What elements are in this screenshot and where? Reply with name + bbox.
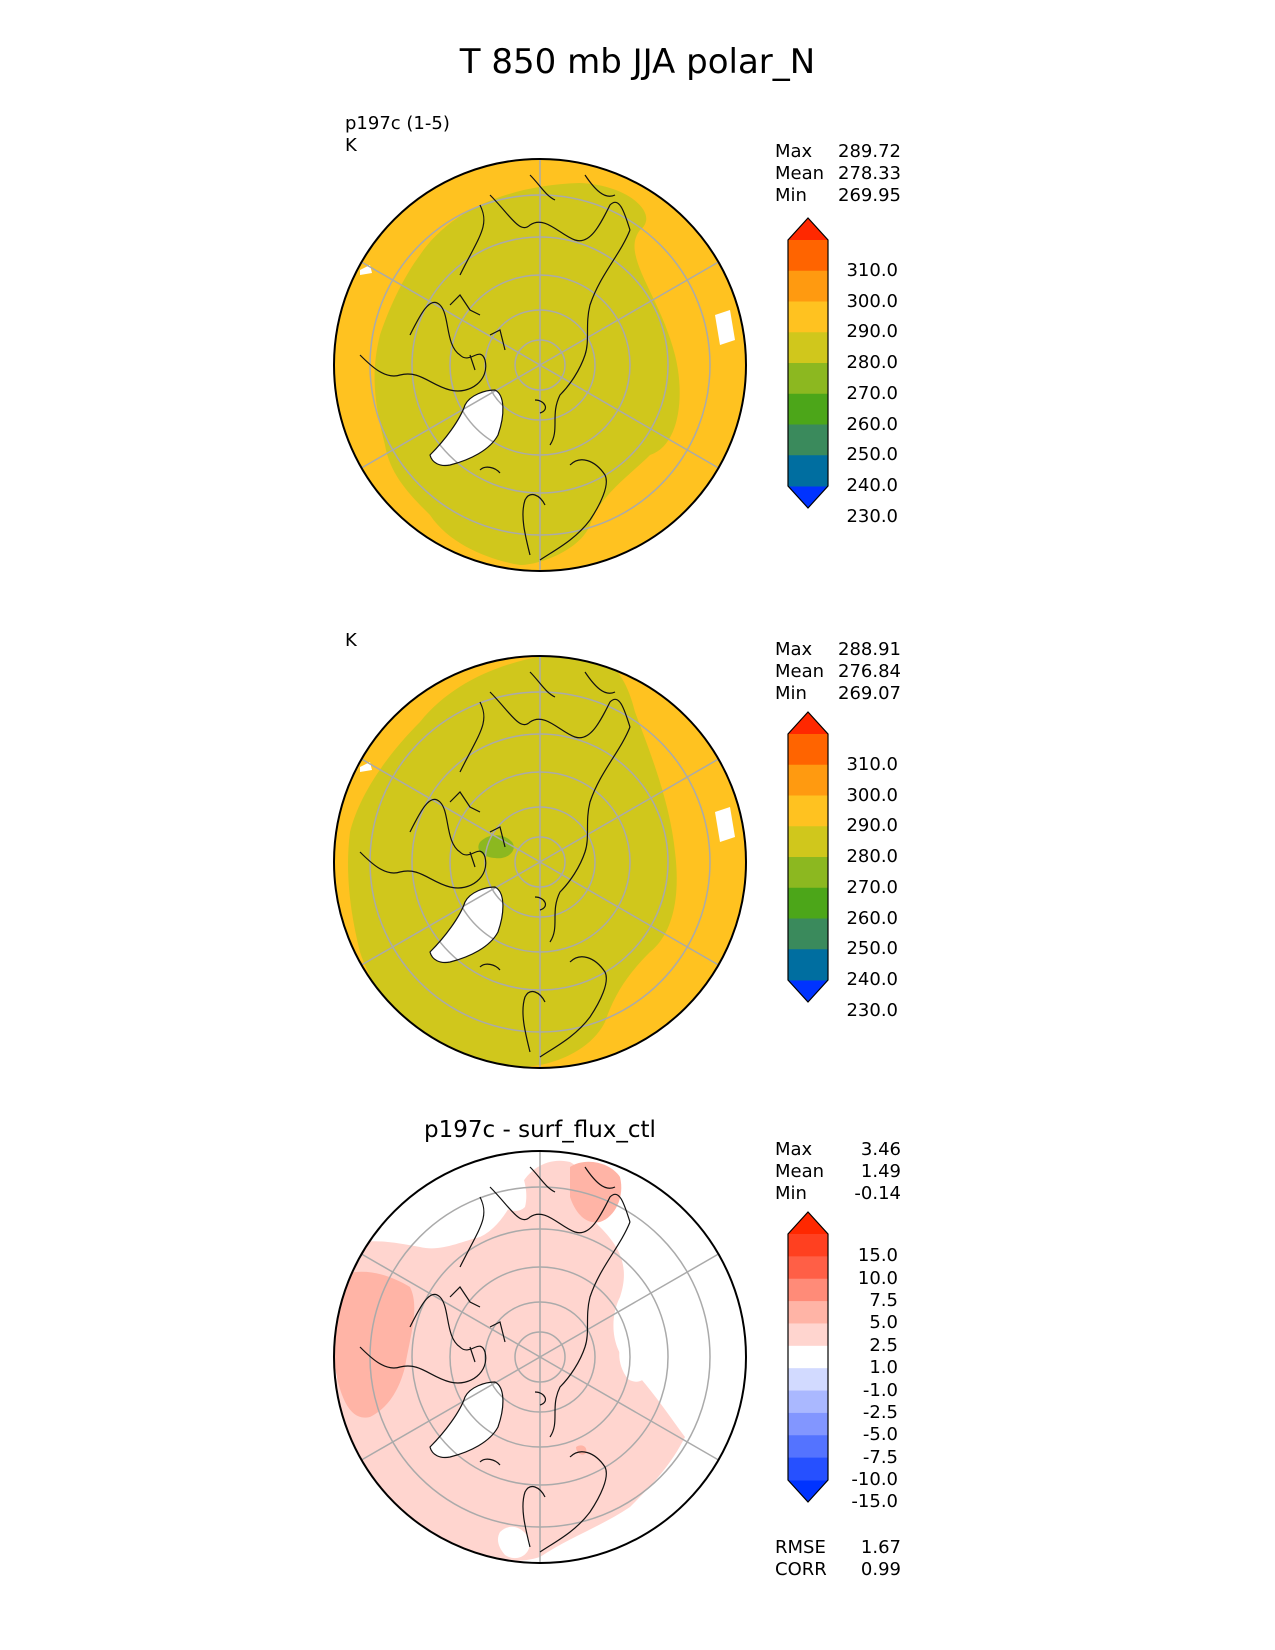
colorbar-tick-label: 280.0 [846, 846, 898, 867]
panel-2-units: K [345, 630, 357, 651]
colorbar-segment [788, 826, 828, 858]
colorbar-tick-label: 290.0 [846, 815, 898, 837]
panel-2-coastlines [359, 671, 631, 1058]
panel-3-stat-corr: CORR 0.99 [775, 1559, 901, 1580]
colorbar-segment [788, 1323, 828, 1347]
colorbar-extend-max [788, 218, 828, 240]
colorbar-segment [788, 949, 828, 981]
panel-3-field-2_5-5-west [335, 1271, 415, 1418]
panel-2-field-270-280 [348, 656, 677, 1067]
colorbar-segment [788, 918, 828, 950]
colorbar-segment [788, 393, 828, 425]
colorbar-tick-label: 1.0 [869, 1357, 898, 1379]
colorbar-segment [788, 332, 828, 364]
colorbar-segment [788, 795, 828, 827]
colorbar-tick-label: -5.0 [862, 1424, 898, 1446]
panel-2-polar-map [333, 655, 747, 1069]
colorbar-tick-label: 250.0 [846, 444, 898, 466]
colorbar-segment [788, 1457, 828, 1481]
colorbar-segment [788, 1234, 828, 1257]
panel-1-greenland-missing [430, 390, 503, 466]
colorbar-tick-label: 7.5 [869, 1290, 898, 1312]
colorbar-tick-label: 240.0 [846, 969, 898, 990]
colorbar-tick-label: 5.0 [869, 1312, 898, 1334]
panel-1-stat-max: Max 289.72 [775, 141, 901, 162]
colorbar-segment [788, 1256, 828, 1280]
colorbar-segment [788, 1412, 828, 1436]
panel-3-stat-mean: Mean 1.49 [775, 1161, 901, 1182]
colorbar-1 [787, 217, 829, 509]
colorbar-tick-label: 300.0 [846, 290, 898, 312]
panel-3-field-1-2_5 [335, 1160, 685, 1561]
colorbar-segment [788, 424, 828, 456]
colorbar-segment [788, 1390, 828, 1414]
panel-2-stat-max: Max 288.91 [775, 639, 901, 660]
colorbar-tick-label: -1.0 [862, 1379, 898, 1401]
colorbar-tick-label: 300.0 [846, 784, 898, 806]
panel-1-coastlines [359, 174, 631, 561]
panel-3-polar-map [333, 1150, 747, 1564]
colorbar-segment [788, 1278, 828, 1302]
panel-1-stat-min: Min 269.95 [775, 185, 901, 206]
figure-title: T 850 mb JJA polar_N [459, 42, 816, 82]
panel-3-bottom-stats: RMSE 1.67 CORR 0.99 [775, 1537, 901, 1581]
panel-3-field-2_5-5-east [570, 1161, 622, 1223]
colorbar-segment [788, 1435, 828, 1459]
colorbar-extend-min [788, 980, 828, 1002]
panel-1-case-label: p197c (1-5) [345, 113, 450, 134]
panel-3-stats: Max 3.46 Mean 1.49 Min -0.14 [775, 1139, 901, 1205]
colorbar-3 [787, 1211, 829, 1503]
colorbar-tick-label: 250.0 [846, 938, 898, 960]
colorbar-2 [787, 711, 829, 1003]
colorbar-tick-label: 270.0 [846, 876, 898, 898]
colorbar-tick-label: 260.0 [846, 907, 898, 929]
colorbar-tick-label: 290.0 [846, 321, 898, 343]
colorbar-tick-label: 15.0 [857, 1245, 898, 1267]
colorbar-tick-label: -10.0 [851, 1469, 898, 1490]
panel-2-greenland-missing [430, 887, 503, 963]
colorbar-tick-label: 2.5 [869, 1334, 898, 1356]
colorbar-extend-max [788, 1212, 828, 1234]
panel-2-stat-mean: Mean 276.84 [775, 661, 901, 682]
panel-3-subtitle: p197c - surf_flux_ctl [424, 1117, 656, 1143]
panel-3-coastlines [359, 1166, 631, 1553]
colorbar-tick-label: -2.5 [862, 1401, 898, 1423]
colorbar-tick-label: -7.5 [862, 1446, 898, 1468]
panel-2-stats: Max 288.91 Mean 276.84 Min 269.07 [775, 639, 901, 705]
colorbar-segment [788, 270, 828, 302]
colorbar-segment [788, 301, 828, 333]
colorbar-segment [788, 363, 828, 395]
colorbar-tick-label: 230.0 [846, 999, 898, 1021]
colorbar-tick-label: -15.0 [851, 1491, 898, 1513]
colorbar-segment [788, 764, 828, 796]
panel-1-stats: Max 289.72 Mean 278.33 Min 269.95 [775, 141, 901, 207]
colorbar-extend-max [788, 712, 828, 734]
colorbar-segment [788, 857, 828, 889]
colorbar-tick-label: 310.0 [846, 753, 898, 775]
panel-1-field-270-280 [374, 183, 680, 565]
colorbar-extend-min [788, 1480, 828, 1502]
colorbar-tick-label: 260.0 [846, 413, 898, 435]
panel-1-stat-mean: Mean 278.33 [775, 163, 901, 184]
colorbar-tick-label: 240.0 [846, 475, 898, 496]
colorbar-segment [788, 887, 828, 919]
colorbar-segment [788, 1368, 828, 1392]
panel-3-stat-rmse: RMSE 1.67 [775, 1537, 901, 1558]
colorbar-tick-label: 270.0 [846, 382, 898, 404]
colorbar-tick-label: 280.0 [846, 352, 898, 373]
panel-1-polar-map [333, 158, 747, 572]
colorbar-segment [788, 734, 828, 766]
colorbar-segment [788, 1345, 828, 1369]
panel-3-stat-min: Min -0.14 [775, 1183, 901, 1204]
colorbar-tick-label: 310.0 [846, 259, 898, 281]
panel-1-units: K [345, 135, 357, 156]
colorbar-tick-label: 230.0 [846, 505, 898, 527]
colorbar-extend-min [788, 486, 828, 508]
panel-3-stat-max: Max 3.46 [775, 1139, 901, 1160]
colorbar-segment [788, 1301, 828, 1324]
colorbar-segment [788, 455, 828, 487]
panel-2-stat-min: Min 269.07 [775, 683, 901, 704]
colorbar-segment [788, 240, 828, 272]
colorbar-tick-label: 10.0 [857, 1267, 898, 1289]
